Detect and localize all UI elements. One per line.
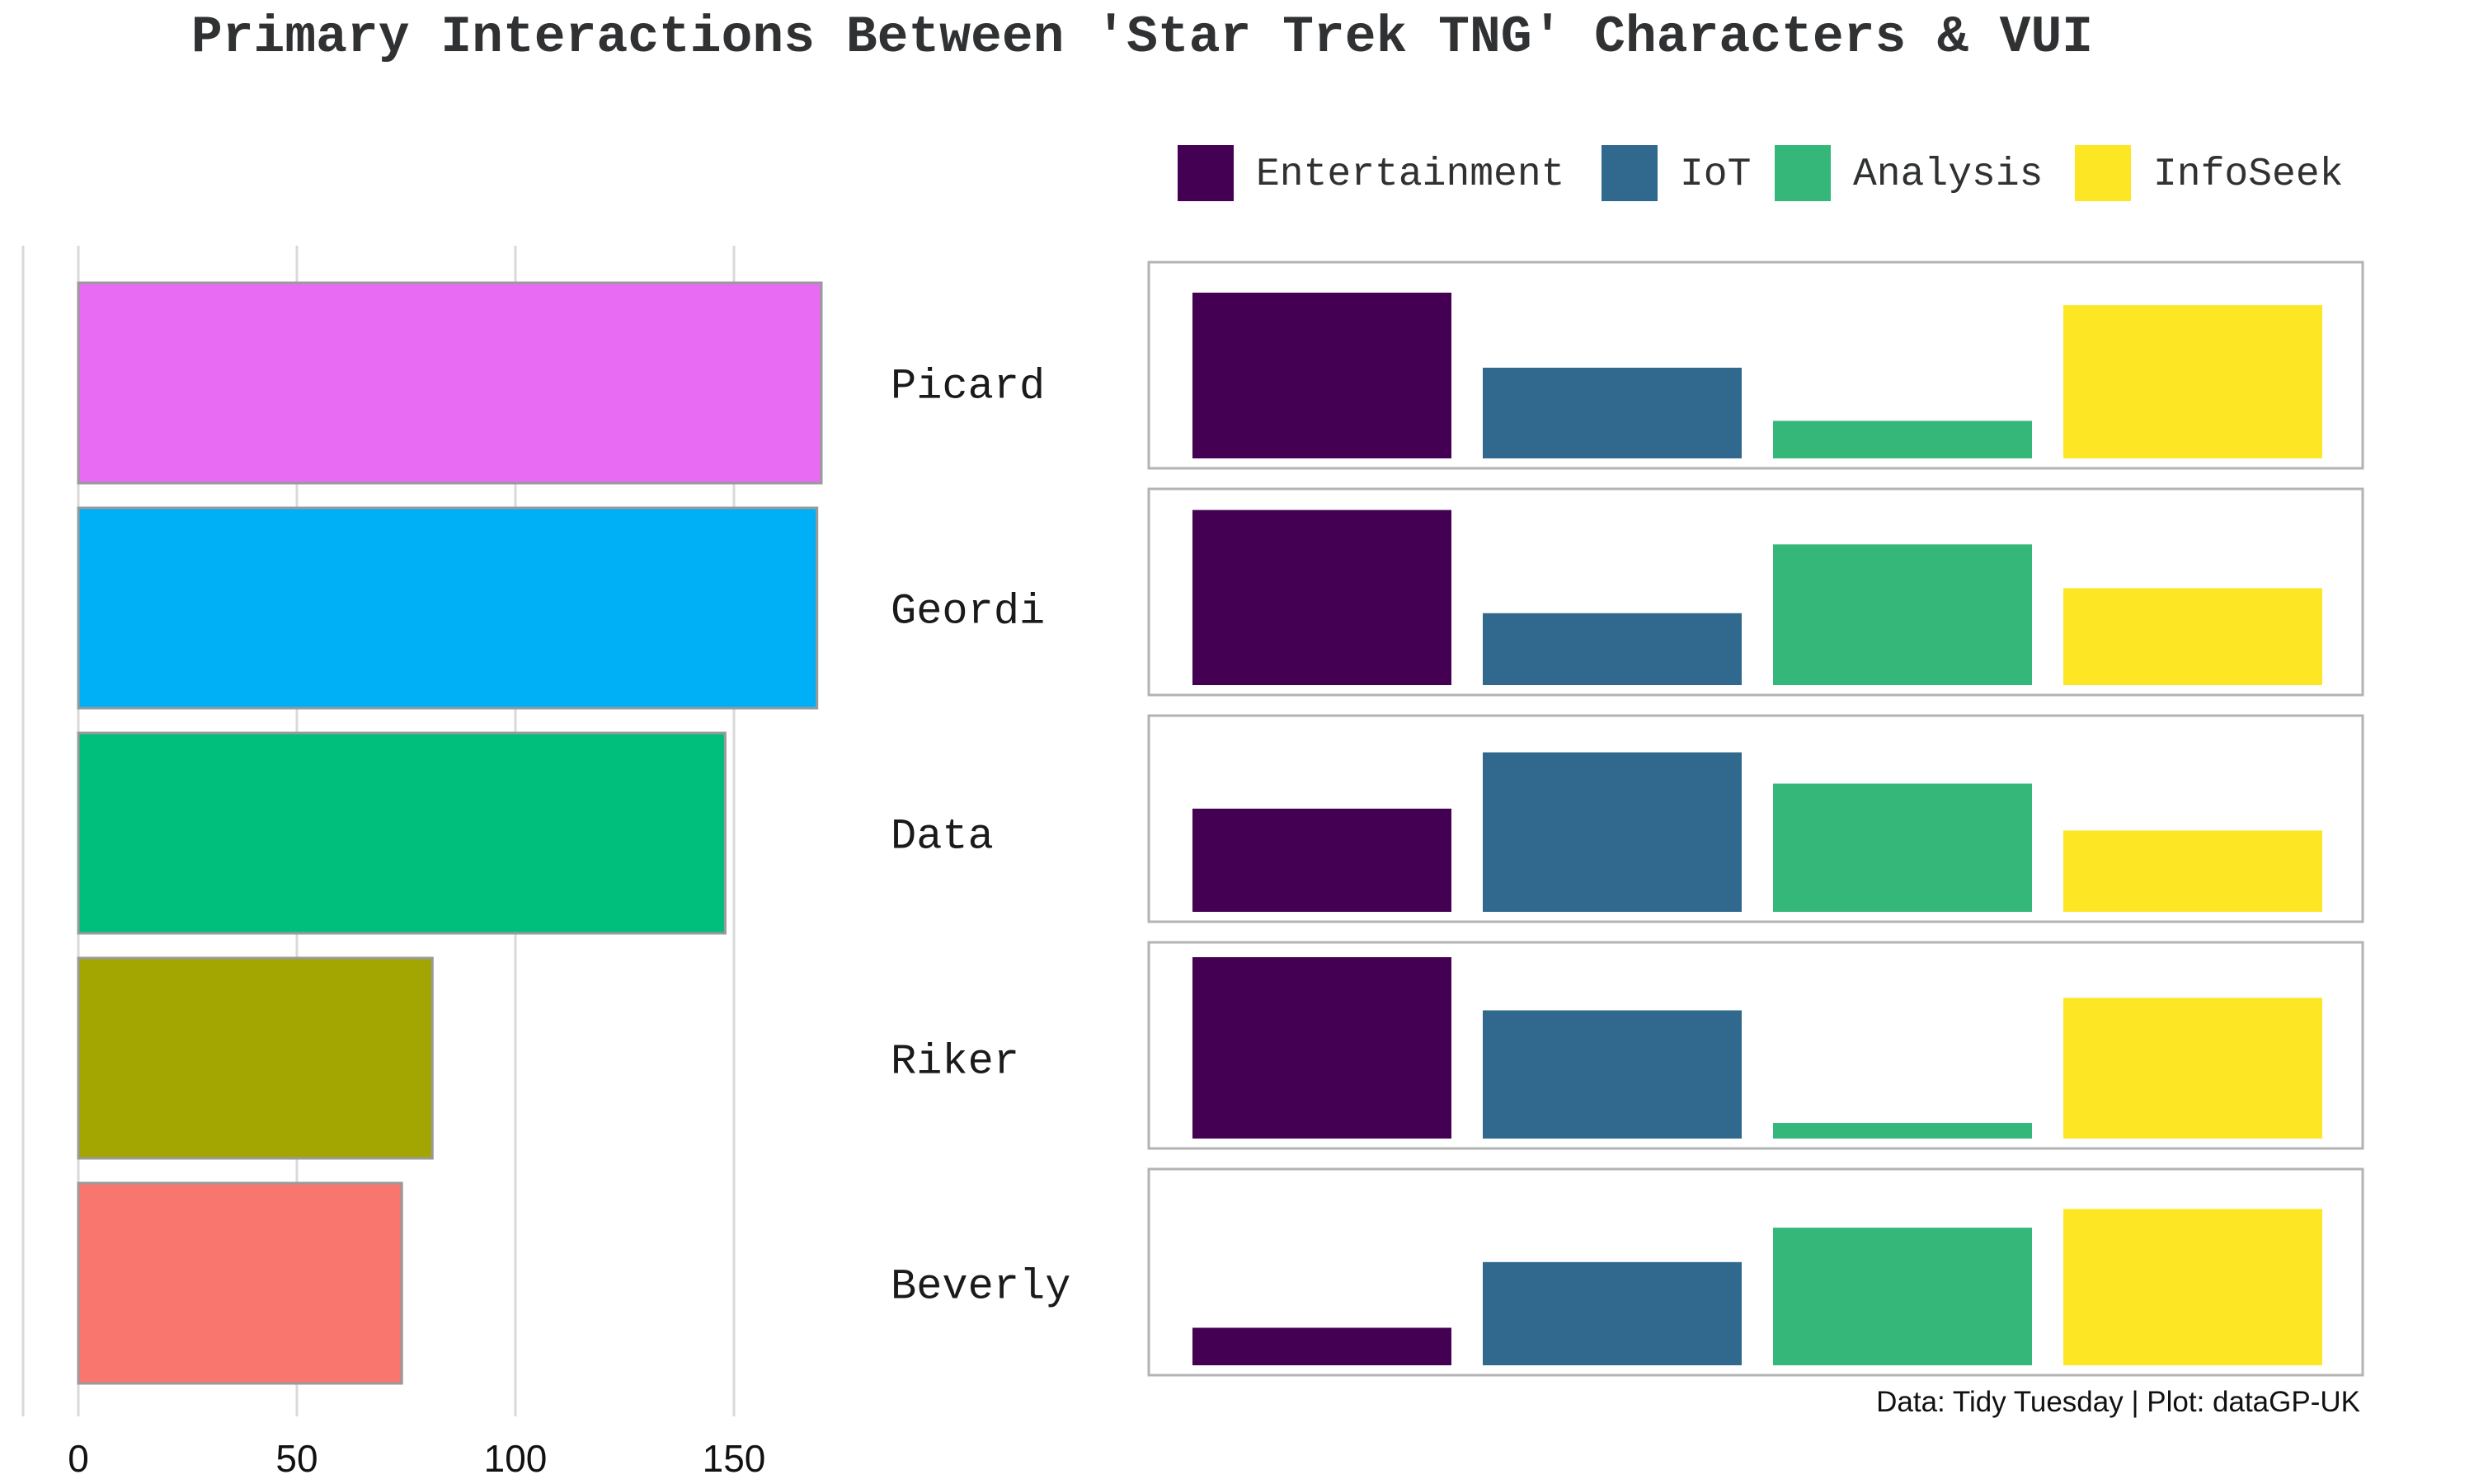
facet-panel xyxy=(1147,261,2364,1377)
legend: Entertainment IoT Analysis InfoSeek xyxy=(1178,145,2343,201)
facet-data xyxy=(1147,714,2364,923)
chart-title: Primary Interactions Between 'Star Trek … xyxy=(191,8,2093,67)
total-bar-data xyxy=(77,731,727,935)
tick-label-x-50: 50 xyxy=(275,1437,317,1480)
legend-label-infoseek: InfoSeek xyxy=(2153,153,2343,197)
facet-bar-picard-infoseek xyxy=(2063,305,2322,458)
tick-label-x-150: 150 xyxy=(703,1437,766,1480)
facet-bar-data-infoseek xyxy=(2063,830,2322,912)
legend-swatch-entertainment xyxy=(1178,145,1234,201)
facet-bar-picard-entertainment xyxy=(1192,292,1451,458)
facet-bar-geordi-iot xyxy=(1483,613,1742,685)
facet-bar-data-entertainment xyxy=(1192,808,1451,912)
legend-swatch-analysis xyxy=(1775,145,1831,201)
character-label-picard: Picard xyxy=(891,363,1045,411)
tick-label-x-100: 100 xyxy=(484,1437,548,1480)
facet-bar-riker-entertainment xyxy=(1192,957,1451,1139)
facet-bar-beverly-analysis xyxy=(1773,1228,2032,1365)
facet-riker xyxy=(1147,941,2364,1150)
character-label-beverly: Beverly xyxy=(891,1263,1070,1312)
facet-bar-picard-analysis xyxy=(1773,420,2032,458)
facet-bar-riker-infoseek xyxy=(2063,998,2322,1139)
total-bar-beverly xyxy=(77,1181,403,1385)
facet-bar-geordi-entertainment xyxy=(1192,510,1451,685)
facet-frame-geordi xyxy=(1147,487,2364,697)
legend-swatch-infoseek xyxy=(2075,145,2131,201)
facet-frame-riker xyxy=(1147,941,2364,1150)
facet-bar-geordi-infoseek xyxy=(2063,588,2322,685)
total-bar-riker xyxy=(77,956,434,1160)
character-labels: Picard Geordi Data Riker Beverly xyxy=(891,363,1070,1312)
facet-frame-picard xyxy=(1147,261,2364,470)
facet-geordi xyxy=(1147,487,2364,697)
facet-bar-beverly-entertainment xyxy=(1192,1327,1451,1365)
facet-bar-beverly-infoseek xyxy=(2063,1209,2322,1365)
total-bar-geordi xyxy=(77,506,819,710)
legend-label-iot: IoT xyxy=(1680,153,1751,197)
facet-bar-data-iot xyxy=(1483,752,1742,912)
character-label-riker: Riker xyxy=(891,1038,1019,1087)
facet-picard xyxy=(1147,261,2364,470)
caption: Data: Tidy Tuesday | Plot: dataGP-UK xyxy=(1876,1386,2360,1418)
facet-frame-beverly xyxy=(1147,1167,2364,1377)
character-label-geordi: Geordi xyxy=(891,588,1045,636)
facet-frame-data xyxy=(1147,714,2364,923)
legend-swatch-iot xyxy=(1602,145,1658,201)
legend-label-analysis: Analysis xyxy=(1853,153,2043,197)
facet-bar-data-analysis xyxy=(1773,783,2032,912)
facet-bar-geordi-analysis xyxy=(1773,544,2032,685)
facet-bar-picard-iot xyxy=(1483,368,1742,458)
facet-bar-riker-iot xyxy=(1483,1010,1742,1139)
facet-bar-riker-analysis xyxy=(1773,1123,2032,1139)
legend-label-entertainment: Entertainment xyxy=(1256,153,1564,197)
facet-bar-beverly-iot xyxy=(1483,1261,1742,1365)
facet-beverly xyxy=(1147,1167,2364,1377)
total-bar-panel: 0 50 100 150 xyxy=(21,246,823,1480)
character-label-data: Data xyxy=(891,813,994,862)
total-bar-picard xyxy=(77,281,823,485)
tick-label-x-0: 0 xyxy=(68,1437,89,1480)
